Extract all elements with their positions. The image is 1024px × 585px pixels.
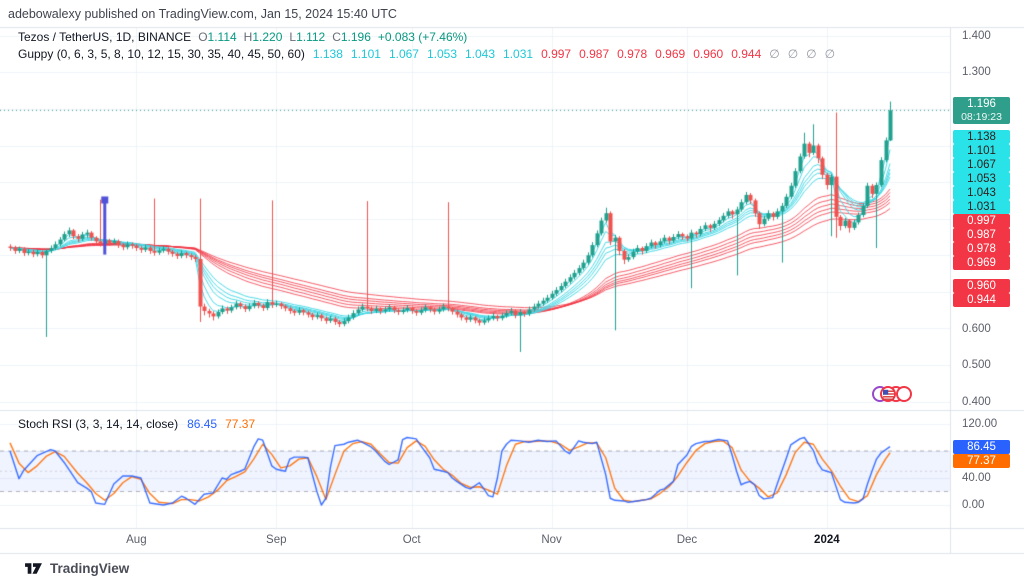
time-axis-label: Oct [402, 534, 421, 546]
event-circle-red[interactable] [880, 386, 896, 402]
footer-brand-text: TradingView [50, 561, 130, 576]
guppy-empty-value: ∅ [769, 47, 780, 61]
open-value: 1.114 [207, 30, 237, 44]
price-badge: 86.45 [953, 440, 1010, 454]
axis-label: 0.400 [962, 396, 991, 408]
axis-label: 0.600 [962, 323, 991, 335]
price-badge: 1.031 [953, 200, 1010, 214]
price-badge: 0.987 [953, 228, 1010, 242]
footer-brand[interactable]: TradingView [24, 560, 129, 577]
price-badge: 1.053 [953, 172, 1010, 186]
tradingview-logo-icon [25, 563, 42, 574]
guppy-value: 0.969 [655, 47, 686, 61]
guppy-value: 1.138 [312, 47, 343, 61]
close-label: C [332, 30, 341, 44]
stoch-k-value: 86.45 [187, 417, 218, 431]
symbol-title[interactable]: Tezos / TetherUS, 1D, BINANCE [18, 30, 192, 44]
low-label: L [289, 30, 297, 44]
guppy-value: 0.978 [617, 47, 648, 61]
event-circle-red[interactable] [896, 386, 912, 402]
axis-label: 1.400 [962, 30, 991, 42]
guppy-value: 1.043 [465, 47, 496, 61]
publish-header: adebowalexy published on TradingView.com… [8, 7, 397, 21]
stoch-d-value: 77.37 [225, 417, 256, 431]
price-badge: 0.944 [953, 293, 1010, 307]
time-axis-label: Aug [126, 534, 147, 546]
price-badge: 0.997 [953, 214, 1010, 228]
price-badge: 1.196 08:19:23 [953, 97, 1010, 124]
guppy-value: 1.053 [426, 47, 457, 61]
axis-label: 40.00 [962, 472, 991, 484]
guppy-value: 0.944 [731, 47, 762, 61]
time-axis-label: Nov [541, 534, 562, 546]
price-badge: 0.960 [953, 279, 1010, 293]
stoch-rsi-legend[interactable]: Stoch RSI (3, 3, 14, 14, close) 86.45 77.3… [18, 417, 255, 431]
event-markers[interactable] [872, 384, 912, 404]
price-badge: 1.138 [953, 130, 1010, 144]
guppy-empty-value: ∅ [787, 47, 799, 61]
price-badge: 0.969 [953, 256, 1010, 270]
guppy-value: 0.997 [541, 47, 572, 61]
price-badge: 0.978 [953, 242, 1010, 256]
change-value: +0.083 (+7.46%) [377, 30, 468, 44]
high-value: 1.220 [252, 30, 283, 44]
price-badge: 1.101 [953, 144, 1010, 158]
guppy-value: 0.987 [579, 47, 610, 61]
guppy-empty-value: ∅ [824, 47, 836, 61]
price-badge: 1.067 [953, 158, 1010, 172]
guppy-value: 1.031 [503, 47, 534, 61]
axis-label: 0.500 [962, 359, 991, 371]
guppy-empty-value: ∅ [806, 47, 817, 61]
guppy-value: 0.960 [693, 47, 724, 61]
axis-label: 1.300 [962, 66, 991, 78]
axis-label: 0.00 [962, 499, 985, 511]
time-axis-label: Dec [676, 534, 698, 546]
guppy-title[interactable]: Guppy (0, 6, 3, 5, 8, 10, 12, 15, 30, 35… [18, 47, 305, 61]
axis-label: 120.00 [962, 418, 998, 430]
price-badge: 1.043 [953, 186, 1010, 200]
stoch-rsi-title[interactable]: Stoch RSI (3, 3, 14, 14, close) [18, 417, 179, 431]
time-axis-label: 2024 [814, 534, 840, 546]
high-label: H [243, 30, 253, 44]
price-badge: 77.37 [953, 454, 1010, 468]
guppy-legend[interactable]: Guppy (0, 6, 3, 5, 8, 10, 12, 15, 30, 35… [18, 47, 835, 61]
time-axis-label: Sep [266, 534, 287, 546]
low-value: 1.112 [296, 30, 326, 44]
open-label: O [198, 30, 208, 44]
guppy-value: 1.067 [388, 47, 419, 61]
close-value: 1.196 [340, 30, 371, 44]
guppy-value: 1.101 [350, 47, 381, 61]
us-flag-icon [882, 388, 894, 400]
symbol-legend[interactable]: Tezos / TetherUS, 1D, BINANCE O1.114 H1.22… [18, 30, 467, 44]
